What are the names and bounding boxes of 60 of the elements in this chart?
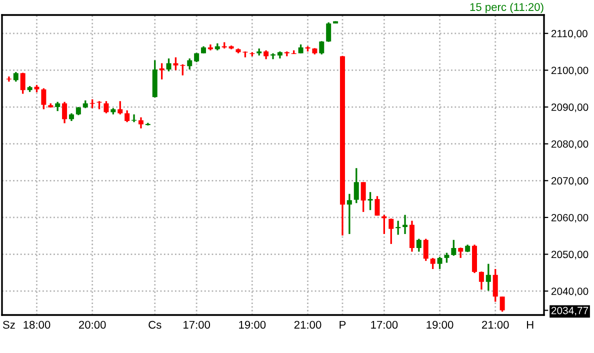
candlestick: [354, 167, 359, 204]
candlestick: [458, 246, 464, 259]
candlestick: [104, 100, 109, 114]
x-tick-label: 21:00: [482, 320, 509, 329]
candlestick: [360, 181, 366, 213]
candlestick: [430, 257, 436, 270]
candlestick: [396, 220, 401, 236]
candlestick: [437, 256, 442, 270]
candlestick: [416, 238, 422, 253]
candlestick: [187, 58, 192, 70]
x-tick-label: 20:00: [78, 320, 106, 329]
candlestick: [492, 268, 498, 303]
candlestick: [62, 101, 68, 124]
candlestick: [124, 110, 130, 123]
x-tick-label: 17:00: [184, 320, 210, 329]
x-tick-label: 19:00: [239, 320, 266, 329]
x-tick-label: H: [527, 320, 534, 329]
candlestick: [180, 63, 186, 76]
y-tick-label: 2034,77: [551, 306, 588, 316]
y-tick-label: 2070,00: [551, 177, 588, 186]
candlestick: [41, 87, 46, 110]
x-tick-label: 18:00: [24, 320, 50, 329]
y-tick-label: 2080,00: [551, 140, 588, 149]
candlestick: [374, 195, 380, 216]
x-tick-label: Cs: [148, 320, 162, 329]
candlestick: [138, 116, 144, 130]
candlestick: [402, 214, 408, 235]
y-tick-label: 2060,00: [551, 214, 588, 223]
y-tick-label: 2100,00: [551, 66, 588, 76]
x-tick-label: 17:00: [371, 320, 398, 329]
candlestick: [486, 263, 491, 292]
candlestick: [388, 218, 394, 245]
candlestick: [173, 56, 178, 72]
y-tick-label: 2110,00: [551, 30, 588, 39]
candlestick: [166, 58, 172, 72]
x-tick-label: Sz: [2, 320, 15, 329]
candlestick: [409, 220, 414, 253]
y-tick-label: 2040,00: [551, 288, 588, 296]
candlestick: [326, 22, 332, 43]
chart-subtitle: 15 perc (11:20): [470, 2, 544, 14]
candlestick: [55, 101, 60, 112]
x-tick-label: P: [340, 320, 346, 329]
x-tick-label: 21:00: [294, 320, 322, 329]
candlestick: [118, 100, 123, 116]
candlestick: [13, 71, 18, 82]
candlestick: [500, 296, 505, 313]
x-tick-label: 19:00: [426, 320, 454, 329]
candlestick: [478, 270, 484, 290]
y-tick-label: 2090,00: [551, 104, 588, 112]
candlestick: [346, 193, 352, 235]
y-tick-label: 2050,00: [551, 250, 588, 260]
candlestick: [451, 239, 456, 257]
candlestick: [270, 52, 276, 60]
candlestick: [6, 76, 12, 82]
candlestick: [194, 52, 200, 63]
candlestick: [368, 191, 373, 211]
candlestick: [319, 40, 324, 56]
candlestick: [444, 252, 450, 264]
candlestick: [20, 72, 26, 95]
candlestick: [423, 238, 428, 262]
